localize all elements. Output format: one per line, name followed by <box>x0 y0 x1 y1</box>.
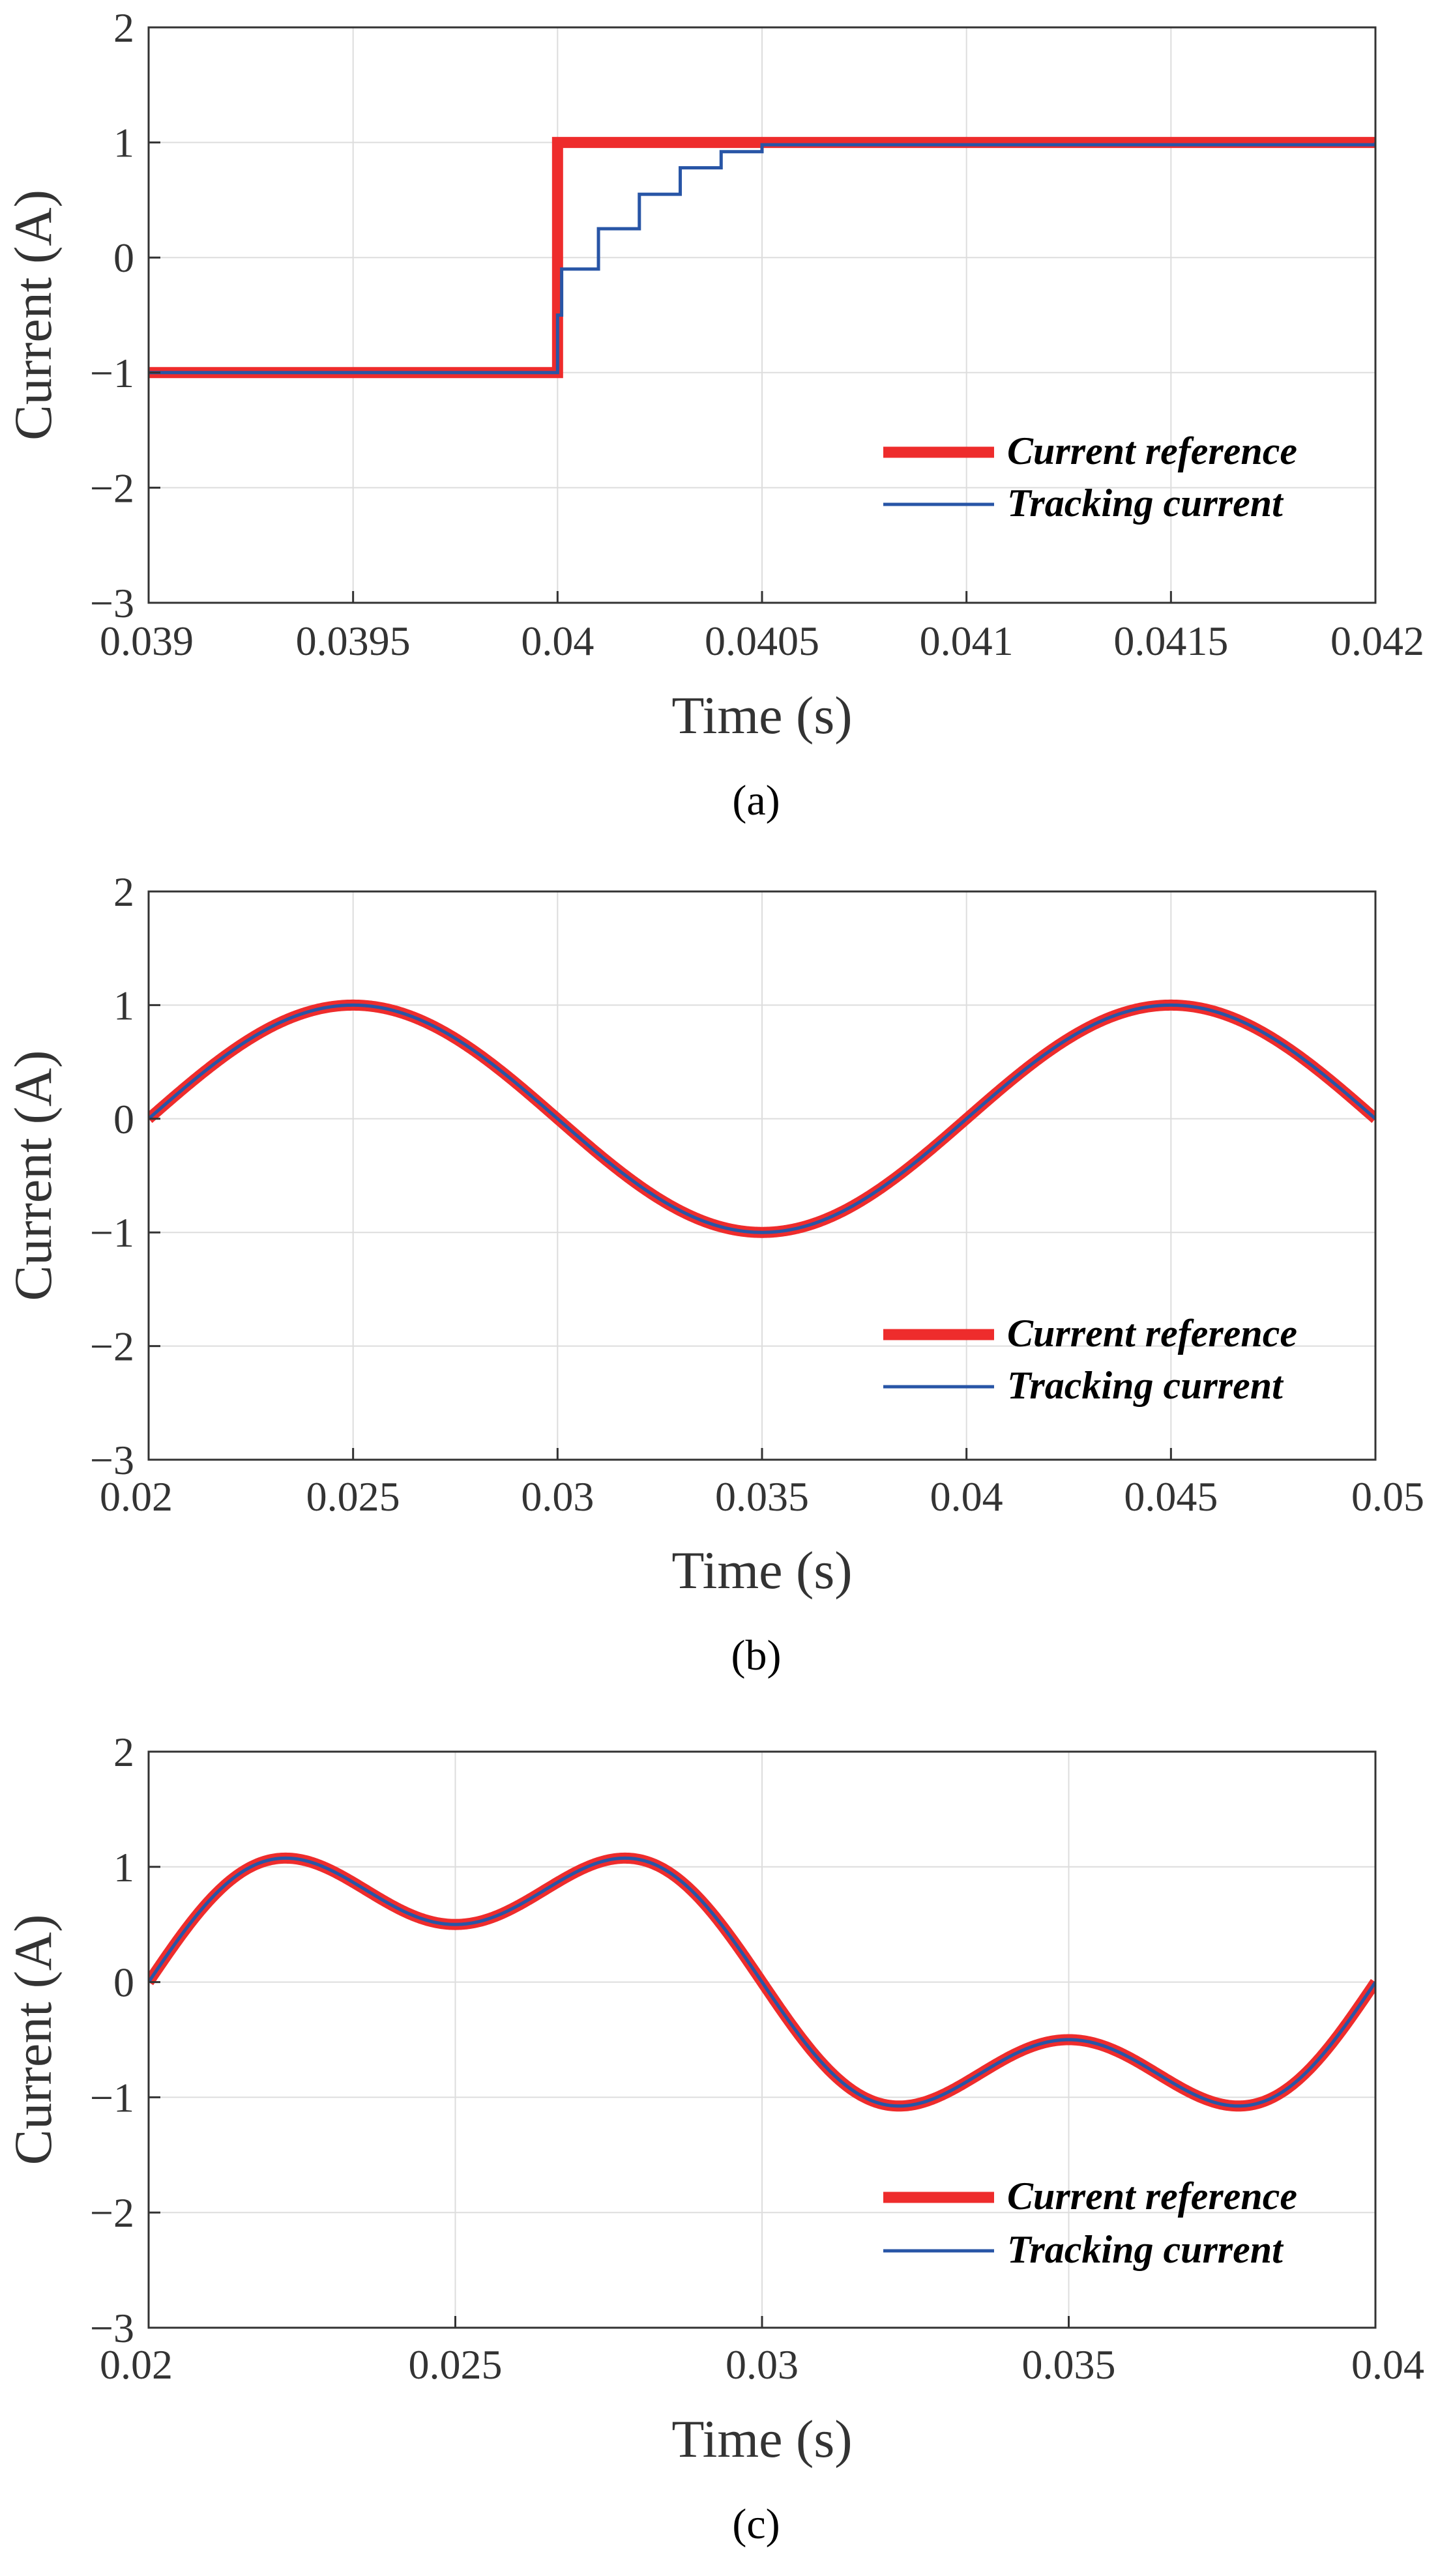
y-tick-label: −1 <box>90 350 134 396</box>
y-tick-label: 2 <box>113 5 134 51</box>
x-axis-title: Time (s) <box>671 686 852 745</box>
y-axis-title: Current (A) <box>3 1050 63 1301</box>
x-tick-label: 0.025 <box>306 1473 400 1520</box>
subfigure-caption: (b) <box>731 1632 782 1679</box>
series-line-tracking-current <box>149 1856 1375 2108</box>
y-tick-label: 1 <box>113 120 134 166</box>
y-tick-label: −3 <box>90 1437 134 1483</box>
y-tick-label: 1 <box>113 1844 134 1890</box>
x-tick-label: 0.025 <box>409 2341 503 2388</box>
legend-label-tracking-current: Tracking current <box>1007 2228 1284 2271</box>
legend-label-current-reference: Current reference <box>1007 429 1297 472</box>
legend-label-tracking-current: Tracking current <box>1007 1364 1284 1407</box>
x-tick-label: 0.05 <box>1351 1473 1424 1520</box>
y-tick-label: 0 <box>113 1096 134 1142</box>
y-tick-label: 2 <box>113 869 134 915</box>
y-tick-label: 1 <box>113 982 134 1028</box>
subfigure-caption: (c) <box>732 2500 780 2548</box>
legend-label-current-reference: Current reference <box>1007 2175 1297 2218</box>
legend: Current reference Tracking current <box>883 2175 1297 2271</box>
chart-a: 0.039 0.0395 0.04 0.0405 0.041 0.0415 0.042 −3 −… <box>3 5 1424 824</box>
x-tick-label: 0.0395 <box>296 618 411 664</box>
y-tick-label: 0 <box>113 235 134 281</box>
x-tick-label: 0.03 <box>726 2341 799 2388</box>
x-tick-label: 0.04 <box>930 1473 1003 1520</box>
x-tick-label: 0.0415 <box>1113 618 1228 664</box>
y-tick-label: −3 <box>90 580 134 626</box>
subfigure-caption: (a) <box>732 777 780 824</box>
legend-label-tracking-current: Tracking current <box>1007 482 1284 525</box>
x-tick-label: 0.041 <box>920 618 1014 664</box>
y-axis-title: Current (A) <box>3 190 63 441</box>
y-tick-label: 2 <box>113 1729 134 1775</box>
series-line-tracking-current <box>149 142 1375 375</box>
x-axis-title: Time (s) <box>671 1541 852 1600</box>
chart-b: 0.02 0.025 0.03 0.035 0.04 0.045 0.05 −3 −2 −1 0 1 2… <box>3 869 1424 1679</box>
x-tick-label: 0.039 <box>100 618 194 664</box>
y-tick-label: 0 <box>113 1960 134 2006</box>
x-tick-label: 0.035 <box>1022 2341 1116 2388</box>
x-tick-label: 0.0405 <box>705 618 819 664</box>
y-tick-label: −1 <box>90 1209 134 1256</box>
y-axis-title: Current (A) <box>3 1915 63 2165</box>
x-tick-label: 0.03 <box>521 1473 594 1520</box>
series-line-tracking-current <box>149 1003 1375 1234</box>
y-tick-label: −2 <box>90 1324 134 1370</box>
x-tick-label: 0.035 <box>715 1473 809 1520</box>
x-tick-label: 0.042 <box>1330 618 1424 664</box>
y-tick-label: −2 <box>90 2190 134 2236</box>
legend: Current reference Tracking current <box>883 1312 1297 1407</box>
x-tick-label: 0.04 <box>521 618 594 664</box>
x-tick-label: 0.02 <box>100 1473 173 1520</box>
y-tick-label: −2 <box>90 465 134 511</box>
x-tick-label: 0.02 <box>100 2341 173 2388</box>
legend-label-current-reference: Current reference <box>1007 1312 1297 1355</box>
x-tick-label: 0.045 <box>1124 1473 1218 1520</box>
chart-c: 0.02 0.025 0.03 0.035 0.04 −3 −2 −1 0 1 2 Time (s) C… <box>3 1729 1424 2548</box>
x-axis-title: Time (s) <box>671 2409 852 2468</box>
legend: Current reference Tracking current <box>883 429 1297 525</box>
y-tick-label: −3 <box>90 2305 134 2351</box>
x-tick-label: 0.04 <box>1351 2341 1424 2388</box>
y-tick-label: −1 <box>90 2074 134 2120</box>
